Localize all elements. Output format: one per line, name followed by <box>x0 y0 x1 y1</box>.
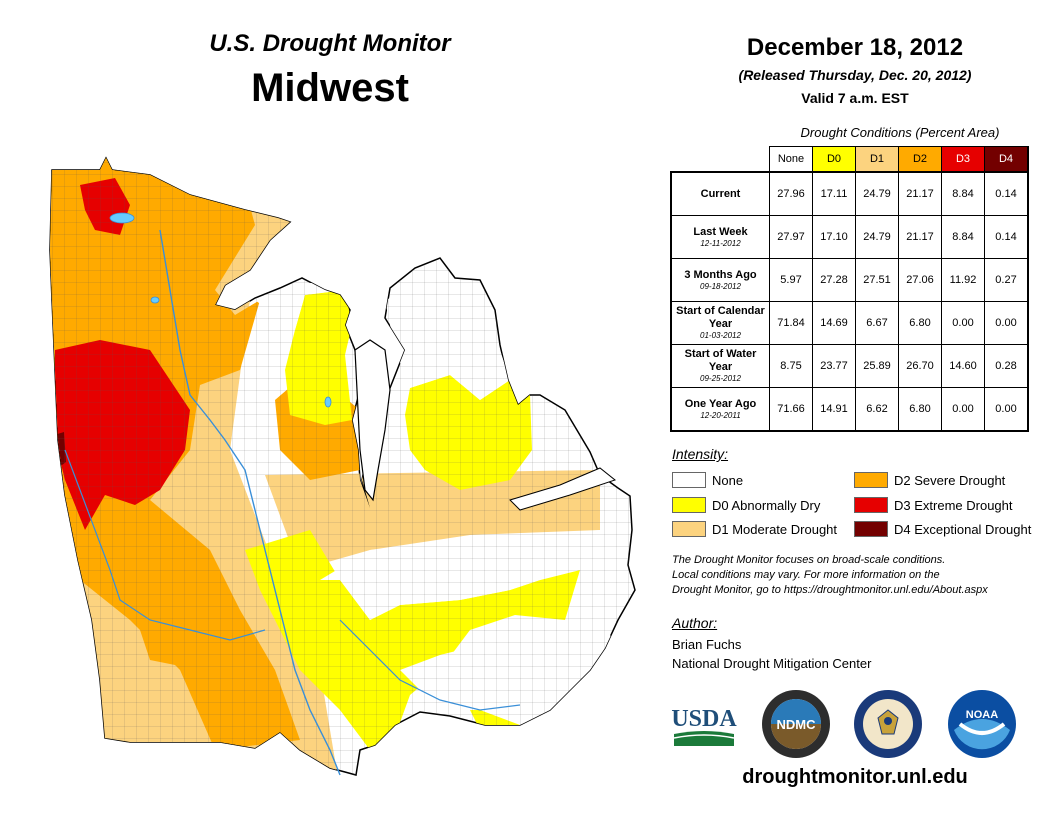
table-cell: 0.28 <box>984 344 1029 388</box>
legend-item-none: None <box>672 472 743 488</box>
table-row: Start of Calendar Year 01-03-2012 71.84 1… <box>670 301 1029 345</box>
table-cell: 6.67 <box>855 301 899 345</box>
col-header-d4: D4 <box>984 146 1029 173</box>
row-label-start-of-water-year: Start of Water Year 09-25-2012 <box>670 344 770 388</box>
table-cell: 14.69 <box>812 301 856 345</box>
table-cell: 8.84 <box>941 215 985 259</box>
table-cell: 71.66 <box>769 387 813 432</box>
lake-erie <box>509 467 617 511</box>
legend-swatch <box>672 472 706 488</box>
ndmc-logo: NDMC <box>762 690 830 758</box>
row-label-current: Current <box>670 171 770 216</box>
missouri-river <box>64 449 266 641</box>
author-name: Brian Fuchs <box>672 637 742 652</box>
table-cell: 27.96 <box>769 171 813 216</box>
noaa-logo: NOAA <box>948 690 1016 758</box>
table-cell: 11.92 <box>941 258 985 302</box>
legend-swatch <box>672 497 706 513</box>
map-title: Midwest <box>251 66 409 110</box>
table-row: Current 27.96 17.11 24.79 21.17 8.84 0.1… <box>670 171 1029 216</box>
legend-swatch <box>854 497 888 513</box>
drought-map <box>49 157 636 776</box>
red-lake <box>109 212 135 224</box>
row-label-start-of-calendar-year: Start of Calendar Year 01-03-2012 <box>670 301 770 345</box>
table-cell: 0.00 <box>984 301 1029 345</box>
usda-logo: USDA <box>671 706 737 746</box>
table-row: Start of Water Year 09-25-2012 8.75 23.77… <box>670 344 1029 388</box>
table-cell: 24.79 <box>855 215 899 259</box>
table-cell: 17.10 <box>812 215 856 259</box>
table-cell: 27.06 <box>898 258 942 302</box>
ohio-river <box>339 619 521 711</box>
row-label-last-week: Last Week 12-11-2012 <box>670 215 770 259</box>
table-cell: 27.97 <box>769 215 813 259</box>
legend-swatch <box>854 472 888 488</box>
legend-item-d4: D4 Exceptional Drought <box>854 521 1031 537</box>
table-cell: 26.70 <box>898 344 942 388</box>
legend-swatch <box>672 521 706 537</box>
table-cell: 21.17 <box>898 215 942 259</box>
svg-text:USDA: USDA <box>671 706 737 732</box>
table-cell: 21.17 <box>898 171 942 216</box>
col-header-d1: D1 <box>855 146 899 173</box>
info-note: The Drought Monitor focuses on broad-sca… <box>672 554 988 596</box>
author-heading: Author: <box>672 615 718 631</box>
table-cell: 71.84 <box>769 301 813 345</box>
author-organization: National Drought Mitigation Center <box>672 656 872 671</box>
valid-time: Valid 7 a.m. EST <box>801 90 909 106</box>
col-header-d3: D3 <box>941 146 985 173</box>
table-cell: 24.79 <box>855 171 899 216</box>
svg-text:NDMC: NDMC <box>777 717 817 732</box>
table-cell: 6.80 <box>898 387 942 432</box>
legend-item-d3: D3 Extreme Drought <box>854 497 1013 513</box>
legend-item-d2: D2 Severe Drought <box>854 472 1005 488</box>
website-url[interactable]: droughtmonitor.unl.edu <box>742 766 968 788</box>
lake-michigan <box>354 339 391 502</box>
map-subtitle: U.S. Drought Monitor <box>209 30 451 57</box>
table-row: One Year Ago 12-20-2011 71.66 14.91 6.62 … <box>670 387 1029 432</box>
table-header-row: None D0 D1 D2 D3 D4 <box>671 146 1029 173</box>
table-cell: 27.28 <box>812 258 856 302</box>
table-cell: 5.97 <box>769 258 813 302</box>
map-date: December 18, 2012 <box>746 34 964 61</box>
table-cell: 0.27 <box>984 258 1029 302</box>
table-cell: 25.89 <box>855 344 899 388</box>
col-header-none: None <box>769 146 813 173</box>
table-cell: 8.75 <box>769 344 813 388</box>
table-caption: Drought Conditions (Percent Area) <box>800 125 1000 140</box>
table-cell: 14.60 <box>941 344 985 388</box>
table-cell: 6.80 <box>898 301 942 345</box>
table-row: 3 Months Ago 09-18-2012 5.97 27.28 27.51 … <box>670 258 1029 302</box>
table-cell: 0.00 <box>941 301 985 345</box>
table-cell: 23.77 <box>812 344 856 388</box>
drought-conditions-table: None D0 D1 D2 D3 D4 Current 27.96 17.11 … <box>670 146 1029 432</box>
table-cell: 8.84 <box>941 171 985 216</box>
legend-item-d1: D1 Moderate Drought <box>672 521 837 537</box>
col-header-d0: D0 <box>812 146 856 173</box>
col-header-d2: D2 <box>898 146 942 173</box>
release-date: (Released Thursday, Dec. 20, 2012) <box>738 67 972 83</box>
mille-lacs <box>150 296 160 304</box>
table-cell: 27.51 <box>855 258 899 302</box>
legend-title: Intensity: <box>672 446 729 462</box>
row-label-3-months-ago: 3 Months Ago 09-18-2012 <box>670 258 770 302</box>
lake-winnebago <box>324 396 332 408</box>
legend-swatch <box>854 521 888 537</box>
row-label-one-year-ago: One Year Ago 12-20-2011 <box>670 387 770 432</box>
table-cell: 14.91 <box>812 387 856 432</box>
table-cell: 0.14 <box>984 215 1029 259</box>
table-cell: 17.11 <box>812 171 856 216</box>
table-cell: 6.62 <box>855 387 899 432</box>
commerce-seal-logo <box>854 690 922 758</box>
table-cell: 0.14 <box>984 171 1029 216</box>
table-cell: 0.00 <box>984 387 1029 432</box>
table-cell: 0.00 <box>941 387 985 432</box>
legend-item-d0: D0 Abnormally Dry <box>672 497 820 513</box>
table-row: Last Week 12-11-2012 27.97 17.10 24.79 21… <box>670 215 1029 259</box>
mississippi-river <box>159 229 341 776</box>
svg-text:NOAA: NOAA <box>966 709 998 721</box>
